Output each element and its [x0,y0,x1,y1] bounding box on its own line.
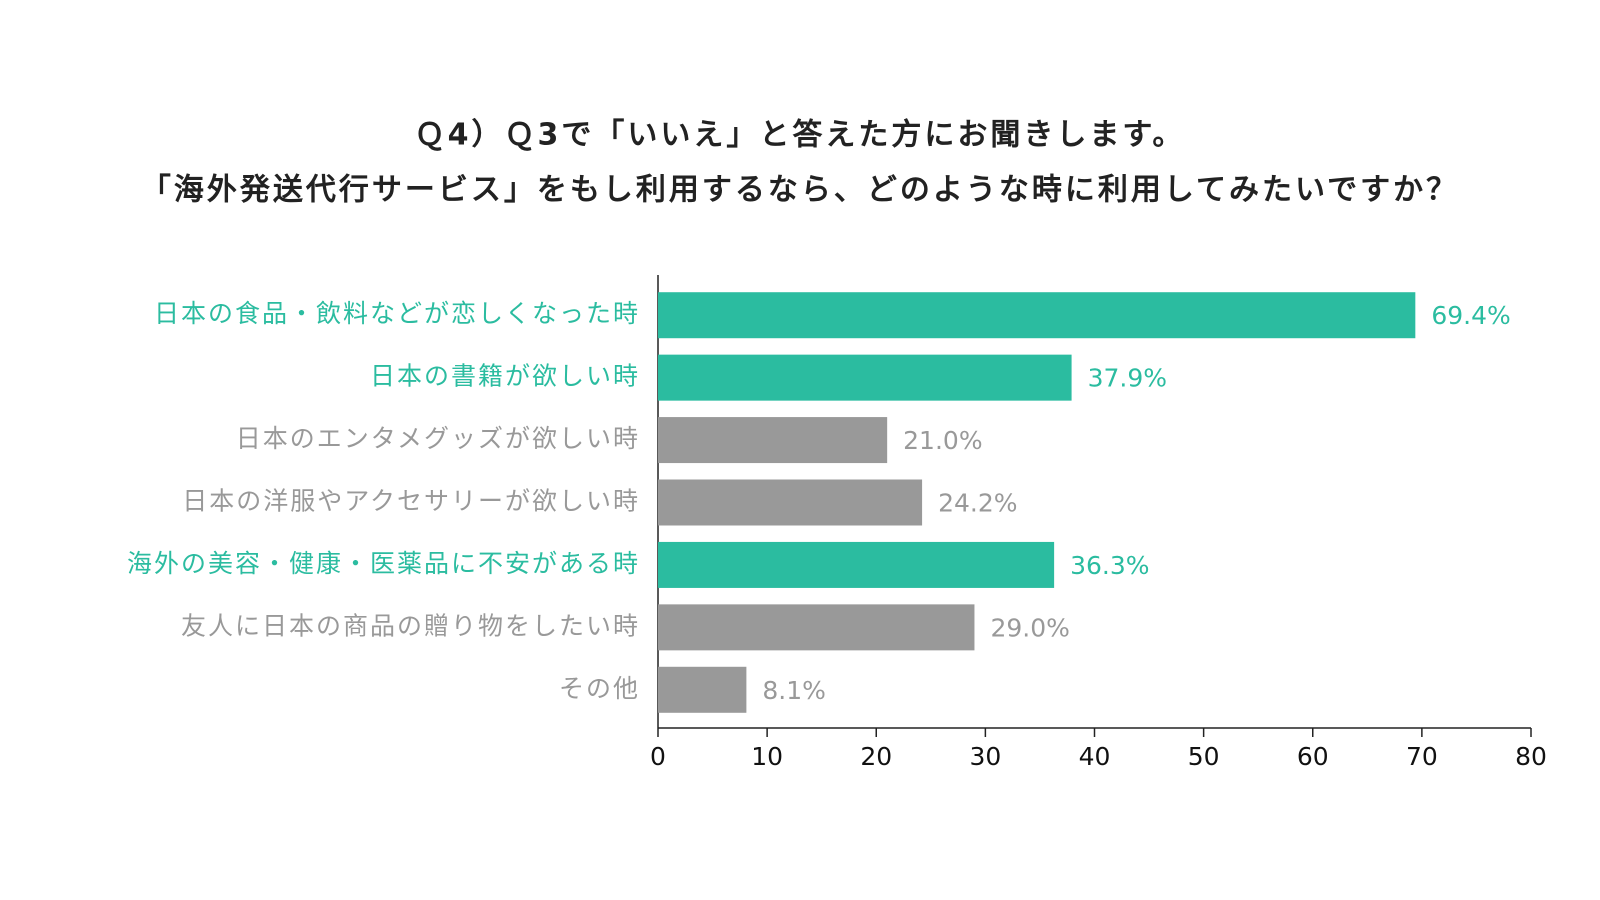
category-label: 日本の食品・飲料などが恋しくなった時 [154,299,640,328]
value-label: 8.1% [762,676,826,705]
category-label: 友人に日本の商品の贈り物をしたい時 [181,611,640,640]
category-label: その他 [559,674,640,703]
value-label: 24.2% [938,489,1017,518]
x-tick-label: 40 [1079,742,1111,771]
value-label: 36.3% [1070,551,1149,580]
x-tick-label: 50 [1188,742,1220,771]
bar [658,479,923,526]
bar [658,604,975,651]
x-tick-label: 80 [1515,742,1547,771]
value-label: 21.0% [903,426,982,455]
bar [658,417,888,464]
x-tick-label: 70 [1406,742,1438,771]
value-label: 69.4% [1431,301,1510,330]
bar [658,354,1072,401]
x-tick-label: 20 [860,742,892,771]
x-tick-label: 0 [650,742,666,771]
category-label: 日本の洋服やアクセサリーが欲しい時 [182,487,640,516]
x-tick-label: 10 [751,742,783,771]
chart-title: 「海外発送代行サービス」をもし利用するなら、どのような時に利用してみたいですか？ [141,173,1459,208]
chart-title: Ｑ4）Ｑ3で「いいえ」と答えた方にお聞きします。 [415,118,1186,153]
value-label: 29.0% [990,613,1069,642]
category-label: 海外の美容・健康・医薬品に不安がある時 [127,549,640,578]
x-tick-label: 30 [969,742,1001,771]
bar [658,541,1055,588]
x-tick-label: 60 [1297,742,1329,771]
bar [658,292,1416,339]
value-label: 37.9% [1088,364,1167,393]
category-label: 日本のエンタメグッズが欲しい時 [236,424,640,453]
bar [658,666,747,713]
category-label: 日本の書籍が欲しい時 [370,362,640,391]
